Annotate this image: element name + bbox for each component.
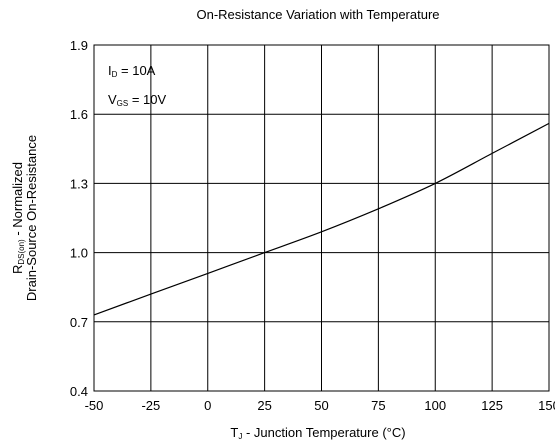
y-tick-label: 1.3 bbox=[70, 176, 88, 191]
y-tick-label: 0.4 bbox=[70, 384, 88, 399]
y-axis-label-line1: RDS(on) - Normalized bbox=[10, 162, 26, 274]
x-tick-label: 0 bbox=[204, 398, 211, 413]
plot-frame bbox=[93, 44, 550, 392]
y-tick-label: 1.0 bbox=[70, 246, 88, 261]
x-tick-label: 150 bbox=[538, 398, 555, 413]
y-tick-label: 1.9 bbox=[70, 38, 88, 53]
x-tick-label: -25 bbox=[141, 398, 160, 413]
x-axis-label: TJ - Junction Temperature (°C) bbox=[230, 425, 405, 441]
annotation-id: ID = 10A bbox=[108, 63, 156, 79]
y-tick-label: 0.7 bbox=[70, 315, 88, 330]
y-axis-label: RDS(on) - Normalized Drain-Source On-Res… bbox=[10, 135, 39, 301]
x-tick-label: 50 bbox=[314, 398, 328, 413]
annotation-vgs: VGS = 10V bbox=[108, 92, 167, 108]
x-tick-label: 125 bbox=[481, 398, 503, 413]
x-tick-label: 75 bbox=[371, 398, 385, 413]
x-tick-label: 100 bbox=[424, 398, 446, 413]
y-axis-label-line2: Drain-Source On-Resistance bbox=[24, 135, 39, 301]
x-tick-label: 25 bbox=[257, 398, 271, 413]
grid bbox=[94, 45, 549, 391]
tick-labels: -50 -25 0 25 50 75 100 125 150 0.4 0.7 1.0 1.3 1.6 1.9 bbox=[70, 38, 555, 413]
series-line bbox=[93, 122, 550, 316]
y-tick-label: 1.6 bbox=[70, 107, 88, 122]
chart-title: On-Resistance Variation with Temperature bbox=[196, 7, 439, 22]
annotation-box: ID = 10A VGS = 10V bbox=[108, 63, 167, 108]
x-tick-label: -50 bbox=[85, 398, 104, 413]
